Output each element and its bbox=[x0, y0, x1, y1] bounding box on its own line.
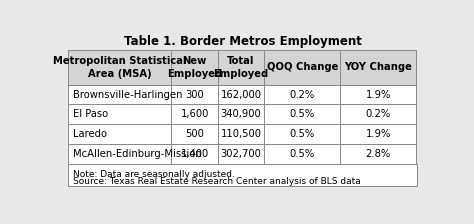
Text: 1,600: 1,600 bbox=[181, 109, 209, 119]
Text: 1.9%: 1.9% bbox=[365, 129, 391, 139]
Text: Brownsville-Harlingen: Brownsville-Harlingen bbox=[73, 90, 182, 100]
Bar bbox=[264, 85, 340, 104]
Bar bbox=[172, 124, 218, 144]
Bar bbox=[264, 144, 340, 164]
Text: 0.5%: 0.5% bbox=[290, 129, 315, 139]
Bar bbox=[172, 50, 218, 85]
Text: QOQ Change: QOQ Change bbox=[266, 62, 338, 72]
Bar bbox=[218, 85, 264, 104]
Bar bbox=[172, 85, 218, 104]
Text: 2.8%: 2.8% bbox=[366, 149, 391, 159]
Bar bbox=[340, 50, 416, 85]
Text: Source: Texas Real Estate Research Center analysis of BLS data: Source: Texas Real Estate Research Cente… bbox=[73, 177, 361, 186]
Bar bbox=[68, 124, 172, 144]
Text: Metropolitan Statistical
Area (MSA): Metropolitan Statistical Area (MSA) bbox=[53, 56, 187, 79]
Bar bbox=[340, 144, 416, 164]
Bar bbox=[340, 85, 416, 104]
Text: 500: 500 bbox=[185, 129, 204, 139]
Text: 162,000: 162,000 bbox=[220, 90, 262, 100]
Text: YOY Change: YOY Change bbox=[345, 62, 412, 72]
Bar bbox=[218, 104, 264, 124]
Bar bbox=[264, 104, 340, 124]
Text: 0.5%: 0.5% bbox=[290, 149, 315, 159]
Bar bbox=[340, 104, 416, 124]
Bar bbox=[172, 104, 218, 124]
Text: 340,900: 340,900 bbox=[220, 109, 261, 119]
Text: 0.2%: 0.2% bbox=[366, 109, 391, 119]
Bar bbox=[218, 50, 264, 85]
Text: 0.5%: 0.5% bbox=[290, 109, 315, 119]
Text: 0.2%: 0.2% bbox=[290, 90, 315, 100]
Bar bbox=[264, 50, 340, 85]
Bar bbox=[172, 144, 218, 164]
Text: Table 1. Border Metros Employment: Table 1. Border Metros Employment bbox=[124, 35, 362, 48]
Text: 1.9%: 1.9% bbox=[365, 90, 391, 100]
Bar bbox=[340, 124, 416, 144]
Text: Note: Data are seasonally adjusted.: Note: Data are seasonally adjusted. bbox=[73, 170, 235, 179]
Text: 110,500: 110,500 bbox=[220, 129, 262, 139]
Text: New
Employed: New Employed bbox=[167, 56, 222, 79]
Bar bbox=[218, 144, 264, 164]
Bar bbox=[68, 144, 172, 164]
Text: El Paso: El Paso bbox=[73, 109, 108, 119]
Bar bbox=[218, 124, 264, 144]
Text: Laredo: Laredo bbox=[73, 129, 107, 139]
Text: Total
Employed: Total Employed bbox=[213, 56, 269, 79]
Text: 300: 300 bbox=[185, 90, 204, 100]
Text: 1,400: 1,400 bbox=[181, 149, 209, 159]
Bar bbox=[68, 164, 418, 186]
Bar bbox=[264, 124, 340, 144]
Bar bbox=[68, 85, 172, 104]
Text: McAllen-Edinburg-Mission: McAllen-Edinburg-Mission bbox=[73, 149, 201, 159]
Bar bbox=[68, 50, 172, 85]
Bar bbox=[68, 104, 172, 124]
Text: 302,700: 302,700 bbox=[220, 149, 262, 159]
